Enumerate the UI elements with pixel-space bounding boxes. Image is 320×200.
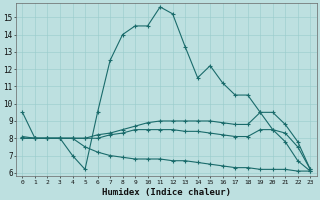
- X-axis label: Humidex (Indice chaleur): Humidex (Indice chaleur): [102, 188, 231, 197]
